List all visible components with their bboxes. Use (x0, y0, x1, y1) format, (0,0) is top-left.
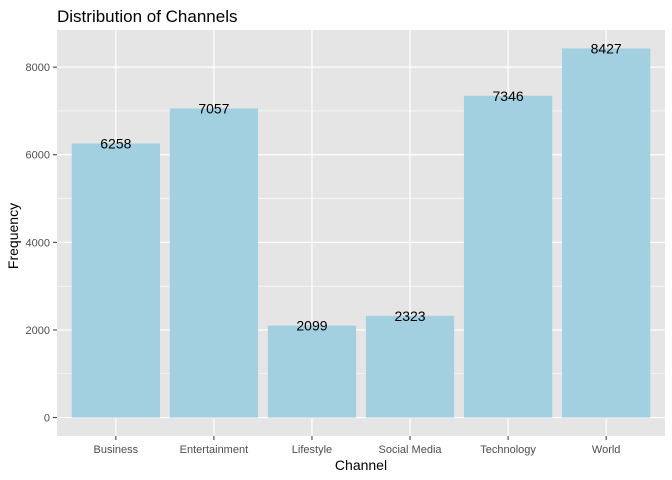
bar-entertainment (169, 108, 259, 418)
x-tick-label: Social Media (379, 444, 443, 456)
chart-title: Distribution of Channels (57, 7, 237, 26)
y-tick-label: 0 (44, 413, 50, 425)
x-tick-label: Lifestyle (292, 444, 332, 456)
x-tick-label: Business (94, 444, 139, 456)
y-axis: 0 2000 4000 6000 8000 (26, 62, 57, 425)
bar-labels: 6258 7057 2099 2323 7346 8427 (100, 40, 622, 333)
bar-lifestyle (267, 325, 357, 418)
bar-technology (463, 95, 553, 418)
x-tick-label: Technology (480, 444, 536, 456)
data-label: 2099 (296, 318, 327, 334)
x-tick-label: Entertainment (180, 444, 248, 456)
data-label: 7057 (198, 100, 229, 116)
x-tick-label: World (592, 444, 621, 456)
bar-social-media (365, 315, 455, 418)
data-label: 7346 (493, 88, 524, 104)
y-tick-label: 6000 (26, 150, 50, 162)
data-label: 2323 (394, 308, 425, 324)
y-axis-title: Frequency (5, 203, 21, 269)
bar-world (562, 48, 651, 418)
x-axis: Business Entertainment Lifestyle Social Med… (94, 436, 621, 456)
bar-business (71, 143, 160, 418)
data-label: 8427 (591, 40, 622, 56)
y-tick-label: 8000 (26, 62, 50, 74)
y-tick-label: 4000 (26, 237, 50, 249)
data-label: 6258 (100, 135, 131, 151)
x-axis-title: Channel (335, 457, 387, 473)
y-tick-label: 2000 (26, 325, 50, 337)
bars (71, 48, 651, 418)
